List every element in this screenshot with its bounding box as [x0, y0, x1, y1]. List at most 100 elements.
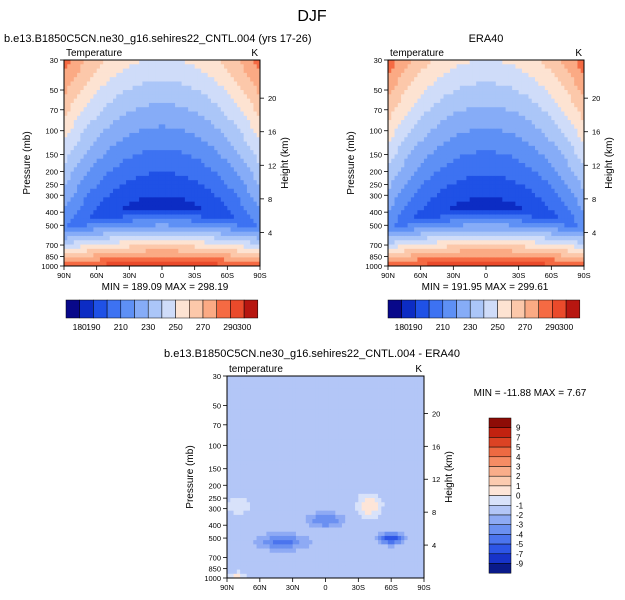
contour-cell — [90, 210, 94, 215]
contour-cell — [233, 72, 238, 78]
contour-cell — [430, 223, 435, 228]
contour-cell — [220, 188, 225, 194]
contour-cell — [135, 68, 140, 74]
contour-cell — [404, 154, 408, 160]
contour-cell — [188, 124, 192, 130]
contour-cell — [93, 85, 98, 91]
contour-cell — [469, 205, 474, 211]
contour-cell — [515, 120, 520, 125]
contour-cell — [188, 244, 192, 250]
contour-cell — [233, 68, 238, 74]
contour-cell — [64, 154, 68, 160]
contour-cell — [103, 77, 107, 82]
contour-cell — [73, 184, 78, 190]
contour-cell — [427, 180, 431, 185]
contour-cell — [401, 210, 405, 215]
contour-cell — [119, 137, 124, 142]
contour-cell — [201, 205, 205, 211]
contour-cell — [466, 210, 471, 215]
contour-cell — [420, 94, 425, 100]
contour-cell — [486, 111, 490, 117]
contour-cell — [99, 197, 104, 203]
contour-cell — [145, 90, 150, 95]
contour-cell — [155, 188, 160, 194]
contour-cell — [440, 171, 444, 177]
contour-cell — [450, 171, 454, 177]
contour-cell — [158, 163, 163, 168]
contour-cell — [492, 72, 497, 78]
contour-cell — [70, 193, 75, 198]
contour-cell — [237, 253, 241, 258]
contour-cell — [437, 94, 441, 100]
contour-cell — [489, 235, 493, 241]
contour-cell — [391, 137, 395, 142]
contour-cell — [476, 257, 480, 263]
contour-cell — [224, 154, 228, 160]
contour-cell — [116, 64, 120, 69]
contour-cell — [129, 72, 133, 78]
contour-cell — [391, 231, 395, 237]
contour-cell — [181, 257, 186, 263]
contour-cell — [194, 81, 199, 87]
contour-cell — [109, 158, 114, 164]
contour-cell — [512, 145, 516, 151]
contour-cell — [453, 132, 457, 138]
contour-cell — [145, 60, 150, 65]
contour-cell — [397, 180, 402, 185]
contour-cell — [456, 94, 461, 100]
contour-cell — [80, 85, 84, 91]
contour-cell — [492, 141, 497, 147]
contour-cell — [505, 102, 510, 108]
contour-cell — [106, 60, 111, 65]
contour-cell — [103, 231, 107, 237]
contour-cell — [80, 81, 84, 87]
contour-cell — [420, 193, 425, 198]
contour-cell — [230, 197, 235, 203]
contour-cell — [214, 111, 218, 117]
contour-cell — [440, 184, 444, 190]
contour-cell — [142, 171, 147, 177]
contour-cell — [162, 102, 166, 108]
contour-cell — [233, 107, 238, 112]
contour-cell — [521, 175, 526, 181]
contour-cell — [129, 111, 133, 117]
contour-cell — [86, 102, 91, 108]
contour-cell — [80, 163, 84, 168]
contour-cell — [135, 85, 140, 91]
contour-cell — [207, 115, 212, 121]
contour-cell — [456, 227, 461, 233]
contour-cell — [119, 132, 124, 138]
contour-cell — [440, 68, 444, 74]
contour-cell — [129, 235, 133, 241]
contour-cell — [404, 90, 408, 95]
contour-cell — [250, 253, 254, 258]
contour-cell — [521, 132, 526, 138]
contour-cell — [397, 171, 402, 177]
contour-cell — [129, 184, 133, 190]
contour-cell — [129, 163, 133, 168]
contour-cell — [113, 150, 117, 155]
contour-cell — [116, 137, 120, 142]
contour-cell — [466, 94, 471, 100]
contour-cell — [129, 128, 133, 134]
contour-cell — [486, 184, 490, 190]
contour-cell — [64, 128, 68, 134]
contour-cell — [83, 193, 88, 198]
contour-cell — [211, 137, 215, 142]
contour-cell — [253, 154, 258, 160]
contour-cell — [450, 111, 454, 117]
contour-cell — [437, 180, 441, 185]
contour-cell — [96, 141, 101, 147]
contour-cell — [492, 98, 497, 104]
contour-cell — [495, 193, 500, 198]
contour-cell — [456, 163, 461, 168]
contour-cell — [401, 128, 405, 134]
contour-cell — [410, 163, 415, 168]
contour-cell — [201, 235, 205, 241]
contour-cell — [417, 167, 422, 172]
contour-cell — [407, 210, 412, 215]
contour-cell — [250, 115, 254, 121]
contour-cell — [430, 72, 435, 78]
contour-cell — [420, 257, 425, 263]
contour-cell — [77, 205, 81, 211]
